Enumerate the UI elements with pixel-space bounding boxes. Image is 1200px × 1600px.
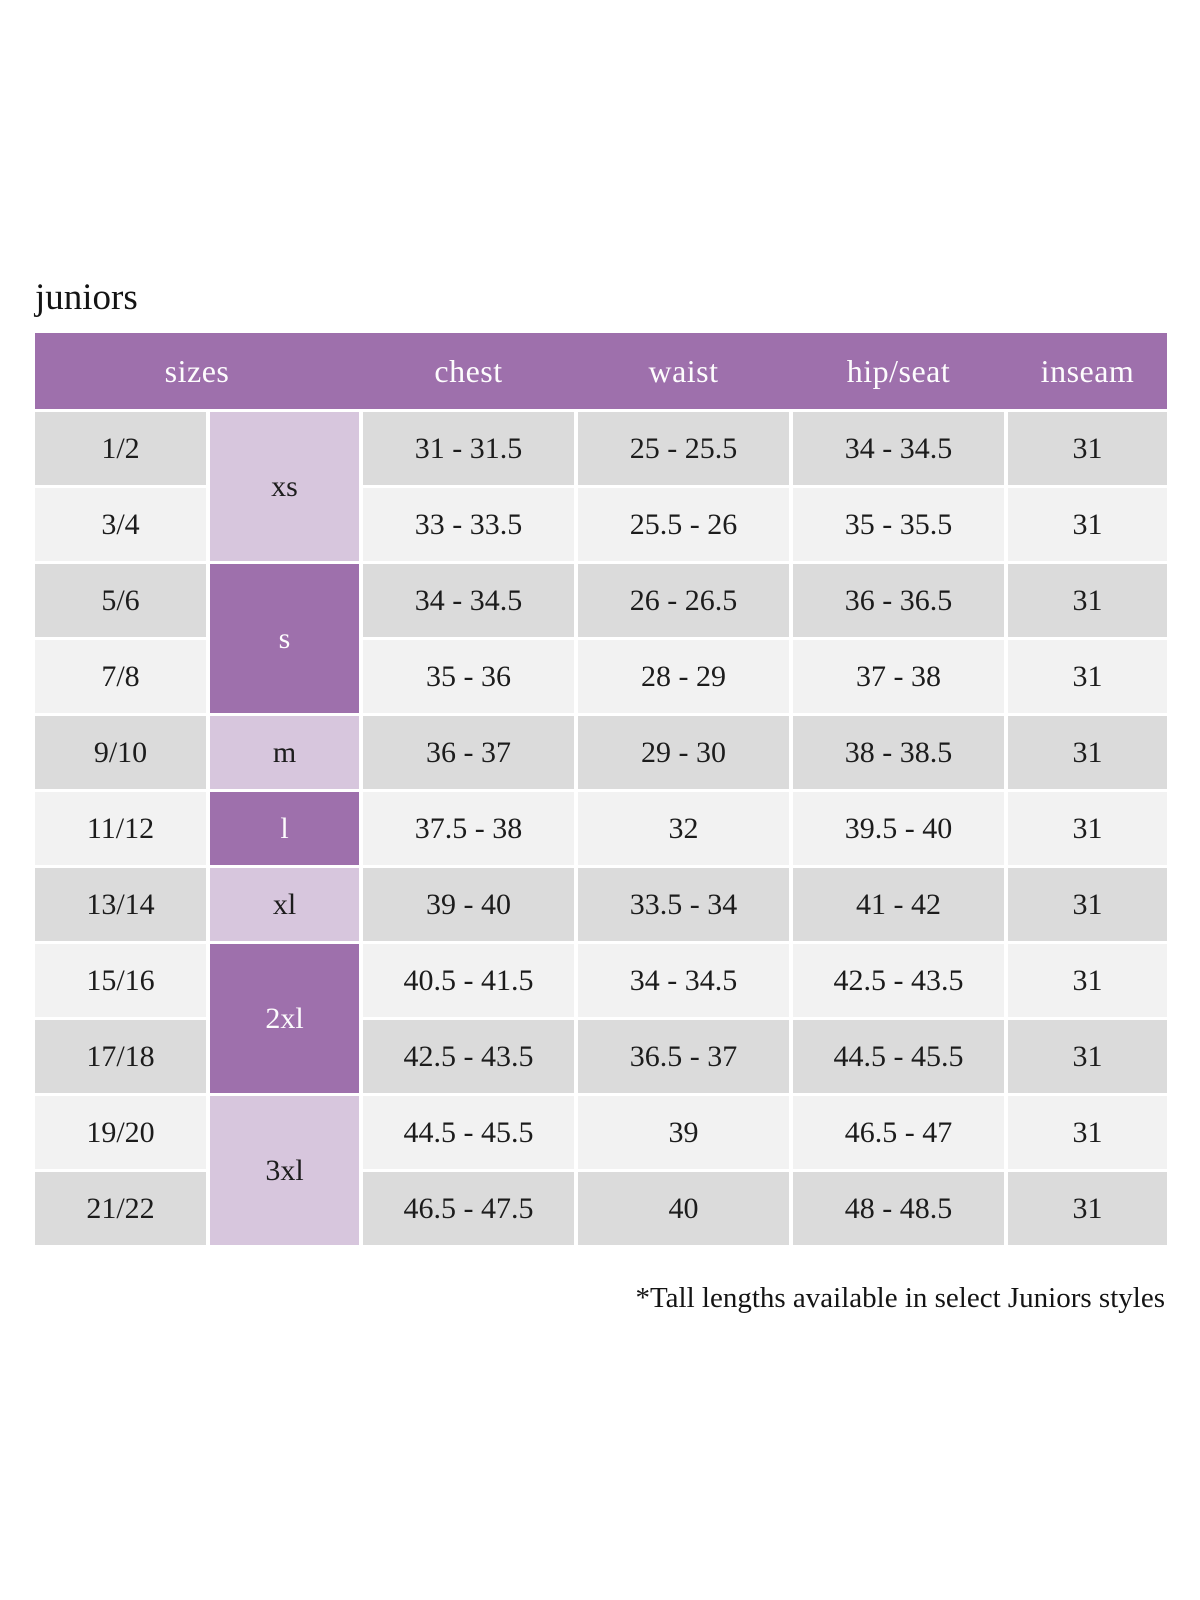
waist-cell: 36.5 - 37 <box>578 1020 789 1093</box>
chest-cell: 44.5 - 45.5 <box>363 1096 574 1169</box>
page-title: juniors <box>35 277 138 318</box>
hip-seat-cell: 39.5 - 40 <box>793 792 1004 865</box>
chest-cell: 39 - 40 <box>363 868 574 941</box>
inseam-cell: 31 <box>1008 792 1167 865</box>
inseam-cell: 31 <box>1008 640 1167 713</box>
column-header-inseam: inseam <box>1040 352 1135 389</box>
size-group-cell-m: m <box>210 716 359 789</box>
inseam-cell: 31 <box>1008 564 1167 637</box>
inseam-cell: 31 <box>1008 716 1167 789</box>
waist-cell: 25 - 25.5 <box>578 412 789 485</box>
chest-cell: 37.5 - 38 <box>363 792 574 865</box>
column-header-chest: chest <box>434 352 503 389</box>
column-header-waist: waist <box>648 352 719 389</box>
size-cell: 7/8 <box>35 640 206 713</box>
column-header-sizes: sizes <box>164 352 230 389</box>
column-header-hip-seat: hip/seat <box>846 352 951 389</box>
size-group-cell-xl: xl <box>210 868 359 941</box>
size-group-cell-xs: xs <box>210 412 359 561</box>
chest-cell: 42.5 - 43.5 <box>363 1020 574 1093</box>
hip-seat-cell: 44.5 - 45.5 <box>793 1020 1004 1093</box>
waist-cell: 26 - 26.5 <box>578 564 789 637</box>
inseam-cell: 31 <box>1008 868 1167 941</box>
size-group-cell-2xl: 2xl <box>210 944 359 1093</box>
inseam-cell: 31 <box>1008 412 1167 485</box>
juniors-size-table: sizes chest waist hip/seat inseam xs s m… <box>35 333 1167 1245</box>
size-cell: 21/22 <box>35 1172 206 1245</box>
waist-cell: 33.5 - 34 <box>578 868 789 941</box>
chest-cell: 35 - 36 <box>363 640 574 713</box>
hip-seat-cell: 34 - 34.5 <box>793 412 1004 485</box>
inseam-cell: 31 <box>1008 488 1167 561</box>
hip-seat-cell: 38 - 38.5 <box>793 716 1004 789</box>
size-group-cell-3xl: 3xl <box>210 1096 359 1245</box>
hip-seat-cell: 42.5 - 43.5 <box>793 944 1004 1017</box>
inseam-cell: 31 <box>1008 1172 1167 1245</box>
size-cell: 5/6 <box>35 564 206 637</box>
size-cell: 3/4 <box>35 488 206 561</box>
hip-seat-cell: 48 - 48.5 <box>793 1172 1004 1245</box>
size-cell: 11/12 <box>35 792 206 865</box>
chest-cell: 46.5 - 47.5 <box>363 1172 574 1245</box>
chest-cell: 40.5 - 41.5 <box>363 944 574 1017</box>
hip-seat-cell: 37 - 38 <box>793 640 1004 713</box>
waist-cell: 39 <box>578 1096 789 1169</box>
size-cell: 13/14 <box>35 868 206 941</box>
chest-cell: 34 - 34.5 <box>363 564 574 637</box>
chest-cell: 36 - 37 <box>363 716 574 789</box>
tall-lengths-footnote: *Tall lengths available in select Junior… <box>635 1282 1165 1314</box>
size-cell: 9/10 <box>35 716 206 789</box>
waist-cell: 25.5 - 26 <box>578 488 789 561</box>
waist-cell: 29 - 30 <box>578 716 789 789</box>
size-group-cell-s: s <box>210 564 359 713</box>
hip-seat-cell: 35 - 35.5 <box>793 488 1004 561</box>
inseam-cell: 31 <box>1008 1020 1167 1093</box>
waist-cell: 32 <box>578 792 789 865</box>
hip-seat-cell: 46.5 - 47 <box>793 1096 1004 1169</box>
chest-cell: 31 - 31.5 <box>363 412 574 485</box>
inseam-cell: 31 <box>1008 944 1167 1017</box>
waist-cell: 40 <box>578 1172 789 1245</box>
size-cell: 19/20 <box>35 1096 206 1169</box>
hip-seat-cell: 36 - 36.5 <box>793 564 1004 637</box>
size-cell: 1/2 <box>35 412 206 485</box>
hip-seat-cell: 41 - 42 <box>793 868 1004 941</box>
table-header-row: sizes chest waist hip/seat inseam <box>35 333 1167 409</box>
waist-cell: 34 - 34.5 <box>578 944 789 1017</box>
chest-cell: 33 - 33.5 <box>363 488 574 561</box>
waist-cell: 28 - 29 <box>578 640 789 713</box>
size-cell: 17/18 <box>35 1020 206 1093</box>
inseam-cell: 31 <box>1008 1096 1167 1169</box>
size-cell: 15/16 <box>35 944 206 1017</box>
table-body: xs s m l xl 2xl 3xl 1/2 31 - 31.5 25 - 2… <box>35 412 1167 1245</box>
size-group-cell-l: l <box>210 792 359 865</box>
